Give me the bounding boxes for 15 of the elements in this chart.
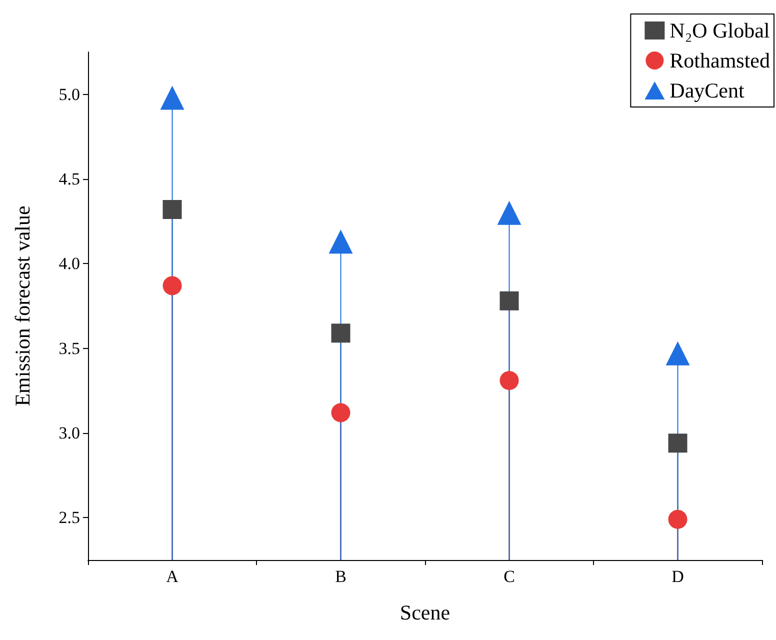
- legend-label: N₂O Global: [670, 18, 770, 42]
- y-tick-label: 2.5: [58, 508, 80, 528]
- y-tick-label: 4.5: [58, 170, 80, 188]
- x-tick-label: A: [166, 567, 180, 586]
- y-tick-label: 3.5: [58, 338, 80, 358]
- y-tick-label: 4.0: [58, 254, 80, 274]
- y-axis-title: Emission forecast value: [10, 206, 34, 406]
- y-tick-label: 5.0: [58, 84, 80, 104]
- x-tick-label: D: [672, 567, 684, 586]
- legend-label: DayCent: [670, 78, 744, 102]
- x-tick-label: B: [335, 567, 346, 586]
- y-tick-label: 3.0: [58, 424, 80, 442]
- x-tick-label: C: [504, 567, 515, 586]
- x-axis-title: Scene: [400, 600, 450, 624]
- legend-label: Rothamsted: [670, 48, 770, 72]
